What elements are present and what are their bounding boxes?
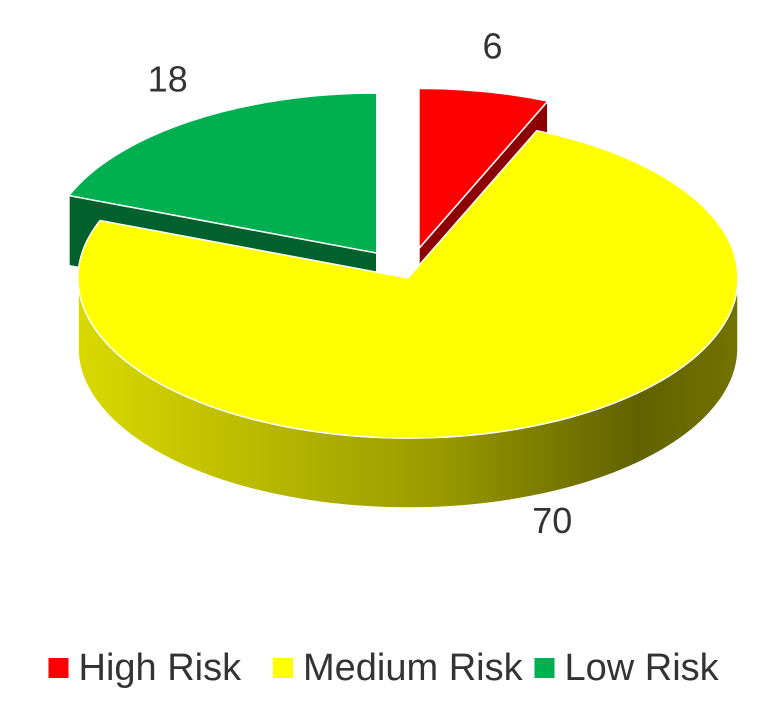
data-label-low-risk: 18 bbox=[148, 58, 188, 99]
legend-label-high-risk: High Risk bbox=[79, 647, 243, 689]
legend-item-medium-risk: Medium Risk bbox=[273, 647, 524, 689]
slice-high-risk bbox=[418, 87, 549, 250]
slice-medium-risk bbox=[77, 129, 739, 439]
legend-label-low-risk: Low Risk bbox=[565, 647, 720, 689]
legend-item-low-risk: Low Risk bbox=[534, 647, 720, 689]
slice-low-risk bbox=[68, 92, 378, 254]
legend: High Risk Medium Risk Low Risk bbox=[48, 647, 720, 689]
legend-swatch-medium-risk bbox=[273, 658, 293, 678]
pie-slices bbox=[68, 87, 739, 509]
legend-swatch-high-risk bbox=[48, 658, 69, 678]
data-label-medium-risk: 70 bbox=[532, 500, 572, 541]
data-label-high-risk: 6 bbox=[483, 26, 503, 67]
legend-label-medium-risk: Medium Risk bbox=[303, 647, 524, 689]
data-labels: 6 70 18 bbox=[148, 26, 573, 541]
legend-item-high-risk: High Risk bbox=[48, 647, 243, 689]
legend-swatch-low-risk bbox=[534, 658, 555, 678]
